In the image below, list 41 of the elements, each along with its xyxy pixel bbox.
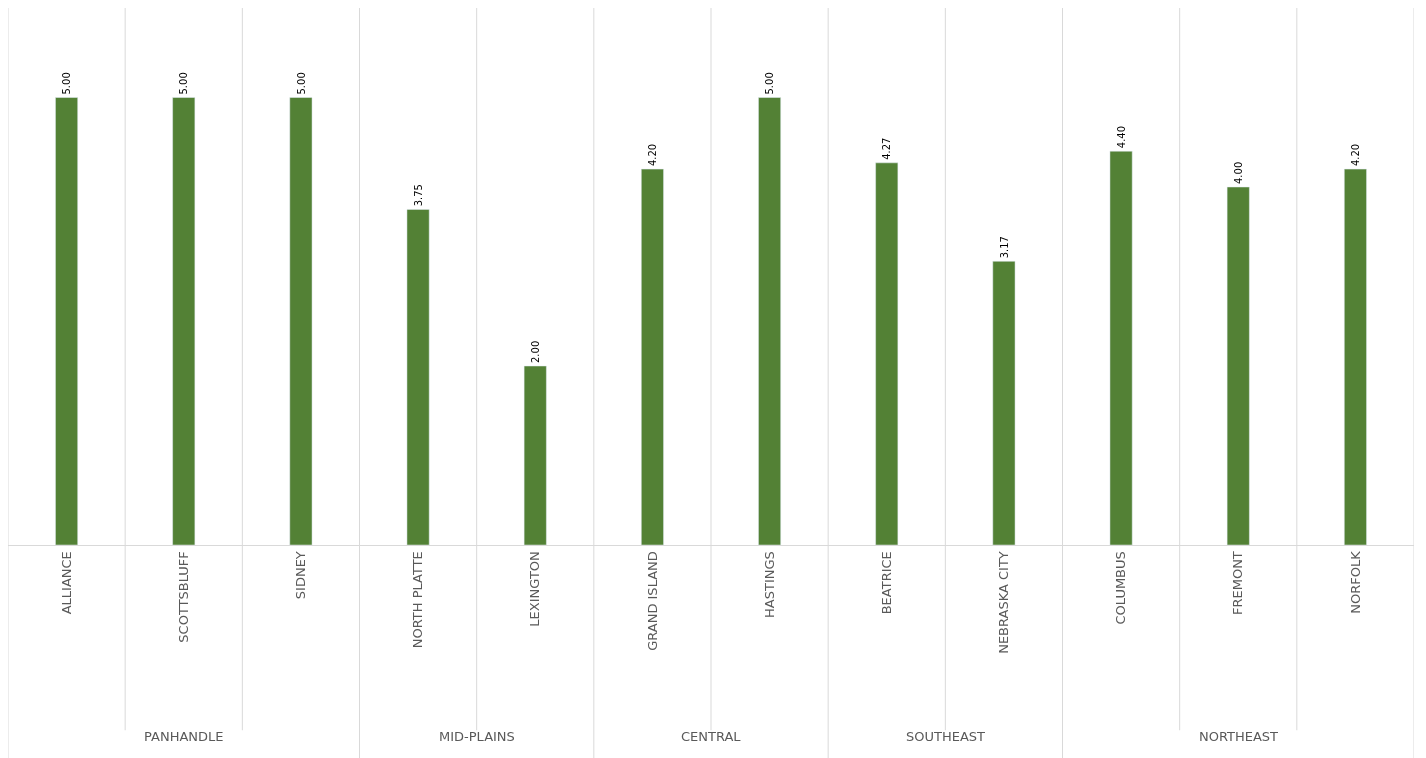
bar: [758, 97, 781, 545]
text: CENTRAL: [681, 729, 742, 744]
bar: [406, 209, 430, 545]
bar: [992, 261, 1016, 545]
data-label: 5.00: [764, 72, 776, 95]
x-tick-label: ALLIANCE: [58, 551, 74, 615]
text: MID-PLAINS: [439, 729, 515, 744]
data-label: 5.00: [61, 72, 73, 95]
data-label: 5.00: [295, 72, 307, 95]
data-label: 4.27: [881, 137, 893, 160]
bar: [172, 97, 196, 545]
bar: [875, 162, 899, 545]
bar: [641, 168, 664, 545]
data-label: 4.20: [1350, 143, 1362, 167]
x-tick-label: SIDNEY: [293, 551, 309, 600]
data-label: 4.00: [1232, 161, 1244, 184]
x-tick-label: NEBRASKA CITY: [996, 551, 1012, 654]
data-label: 4.20: [647, 143, 659, 167]
text: NORTHEAST: [1199, 729, 1279, 744]
bar: [1226, 186, 1250, 545]
bar: [1344, 168, 1367, 545]
data-label: 2.00: [529, 340, 541, 363]
bar: [289, 97, 313, 545]
x-tick-label: LEXINGTON: [527, 551, 543, 627]
data-label: 4.40: [1115, 125, 1127, 149]
text: PANHANDLE: [144, 729, 224, 744]
x-tick-label: SCOTTSBLUFF: [175, 551, 191, 643]
x-tick-label: FREMONT: [1230, 551, 1246, 616]
bar: [55, 97, 78, 545]
data-label: 3.17: [998, 236, 1010, 259]
bar: [523, 365, 547, 545]
text: SOUTHEAST: [906, 729, 986, 744]
x-tick-label: NORTH PLATTE: [410, 551, 426, 649]
bar: [1109, 150, 1133, 545]
x-tick-label: NORFOLK: [1347, 550, 1363, 614]
data-label: 3.75: [412, 184, 424, 207]
data-label: 5.00: [178, 72, 190, 95]
x-tick-label: BEATRICE: [878, 551, 894, 615]
x-tick-label: COLUMBUS: [1113, 551, 1129, 625]
x-tick-label: GRAND ISLAND: [644, 551, 660, 651]
x-tick-label: HASTINGS: [761, 551, 777, 618]
